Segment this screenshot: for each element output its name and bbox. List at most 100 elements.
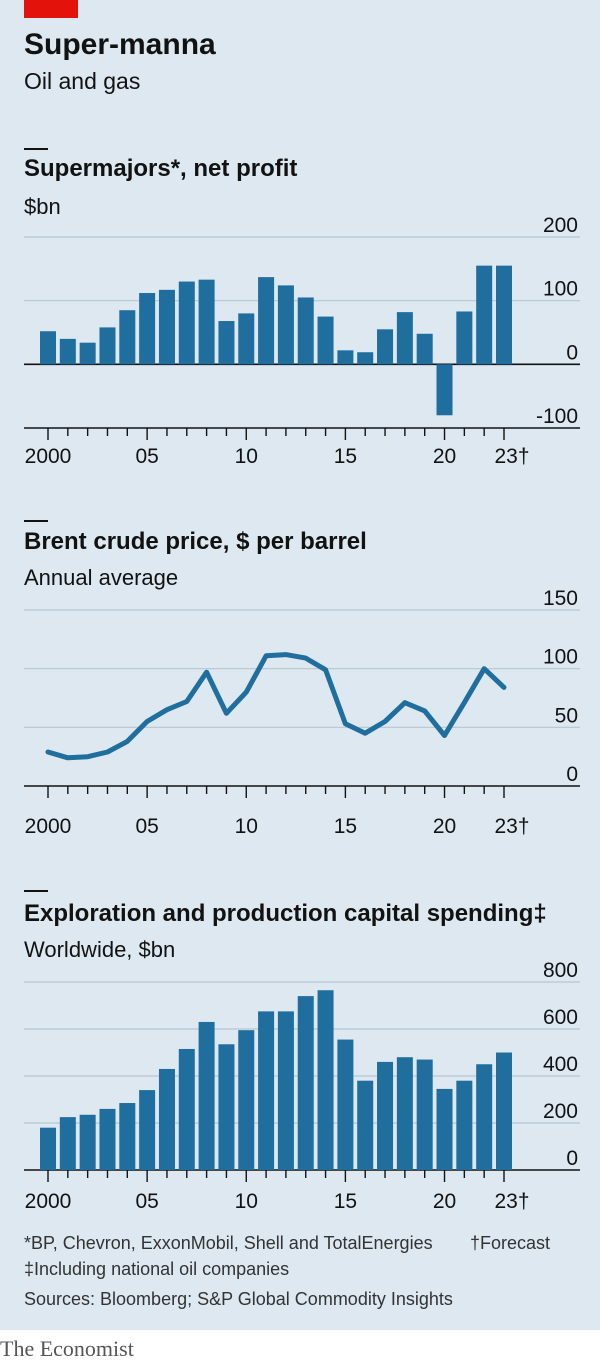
y-tick-label: 0 [566,341,578,364]
bar-2020 [436,364,453,416]
red-tag-logo [24,0,78,18]
footnote-companies: *BP, Chevron, ExxonMobil, Shell and Tota… [24,1233,433,1253]
x-tick-label: 15 [334,815,357,838]
x-tick-label: 20 [433,815,456,838]
bar-2022 [476,1064,493,1170]
x-tick-label: 05 [135,445,158,468]
bar-2013 [297,996,314,1170]
bar-2017 [377,1061,394,1170]
bar-2011 [258,1011,275,1170]
bar-2017 [377,329,394,365]
bar-2009 [218,321,235,365]
y-tick-label: 100 [543,646,578,669]
x-tick-label: 23† [494,445,529,468]
x-tick-label: 15 [334,445,357,468]
y-tick-label: 400 [543,1053,578,1076]
bar-2012 [277,1011,294,1170]
y-tick-label: 0 [566,763,578,786]
x-tick-label: 23† [494,815,529,838]
series-line-brent [45,652,507,761]
chart2-subtitle: Annual average [24,565,179,590]
y-tick-label: 600 [543,1006,578,1029]
bar-2002 [79,1114,96,1170]
bar-2018 [396,1057,413,1170]
chart1-net-profit: 200 100 0 -100 2000 05 10 15 20 23† [24,215,580,468]
bar-2009 [218,1044,235,1170]
chart3-rule [24,890,48,892]
chart2-title: Brent crude price, $ per barrel [24,528,367,555]
bar-2016 [357,352,374,365]
bar-2003 [99,1108,116,1170]
footnote-national: ‡Including national oil companies [24,1259,290,1279]
y-tick-label: 800 [543,960,578,982]
x-tick-label: 2000 [25,815,72,838]
chart1-unit: $bn [24,194,61,219]
bar-2004 [119,310,136,365]
footnote-sources: Sources: Bloomberg; S&P Global Commodity… [24,1289,453,1309]
bar-2005 [139,1090,156,1170]
page-title: Super-manna [24,28,216,61]
x-tick-label: 05 [135,1190,158,1213]
bar-2018 [396,312,413,365]
x-tick-label: 15 [334,1190,357,1213]
bar-2015 [337,1039,354,1170]
chart3-title: Exploration and production capital spend… [24,900,547,927]
bar-2023 [496,265,512,365]
bar-2022 [476,265,493,365]
bar-2000 [40,1127,56,1170]
x-tick-label: 23† [494,1190,529,1213]
page-subtitle: Oil and gas [24,68,141,94]
bar-2000 [40,331,56,365]
bar-2008 [198,279,215,365]
bar-2006 [158,289,175,365]
bar-2021 [456,1080,473,1170]
x-tick-label: 20 [433,445,456,468]
bar-2003 [99,327,116,365]
bar-2014 [317,316,334,365]
bar-2005 [139,293,156,365]
bar-2002 [79,342,96,365]
x-tick-label: 2000 [25,445,72,468]
bar-2016 [357,1080,374,1170]
y-tick-label: -100 [536,405,578,428]
x-tick-label: 10 [235,445,258,468]
bar-2010 [238,1030,255,1170]
chart1-title: Supermajors*, net profit [24,155,298,182]
bar-2020 [436,1088,453,1170]
x-tick-label: 10 [235,815,258,838]
brand-wordmark: The Economist [0,1336,134,1361]
bar-2004 [119,1103,136,1170]
bar-2023 [496,1052,512,1170]
chart2-brent-price: 150 100 50 0 2000 05 10 15 20 23† [24,590,580,838]
x-tick-label: 2000 [25,1190,72,1213]
x-tick-label: 05 [135,815,158,838]
y-tick-label: 200 [543,1100,578,1123]
bar-2006 [158,1068,175,1170]
y-tick-label: 200 [543,215,578,237]
chart3-subtitle: Worldwide, $bn [24,937,176,962]
bar-2012 [277,285,294,365]
y-tick-label: 50 [555,704,578,727]
bar-2019 [416,333,433,365]
x-tick-label: 20 [433,1190,456,1213]
bar-2015 [337,350,354,365]
bar-2008 [198,1021,215,1170]
chart2-rule [24,520,48,522]
bar-2001 [59,1117,76,1170]
bar-2011 [258,277,275,365]
bar-2014 [317,990,334,1170]
footnote-forecast: †Forecast [470,1233,551,1253]
y-tick-label: 100 [543,278,578,301]
x-tick-label: 10 [235,1190,258,1213]
y-tick-label: 150 [543,590,578,610]
bar-2007 [178,1048,195,1170]
bar-2010 [238,313,255,365]
bar-2007 [178,281,195,365]
bar-2019 [416,1059,433,1170]
y-tick-label: 0 [566,1147,578,1170]
bar-2021 [456,311,473,365]
bar-2013 [297,297,314,365]
bar-2001 [59,338,76,365]
chart1-rule [24,148,48,150]
